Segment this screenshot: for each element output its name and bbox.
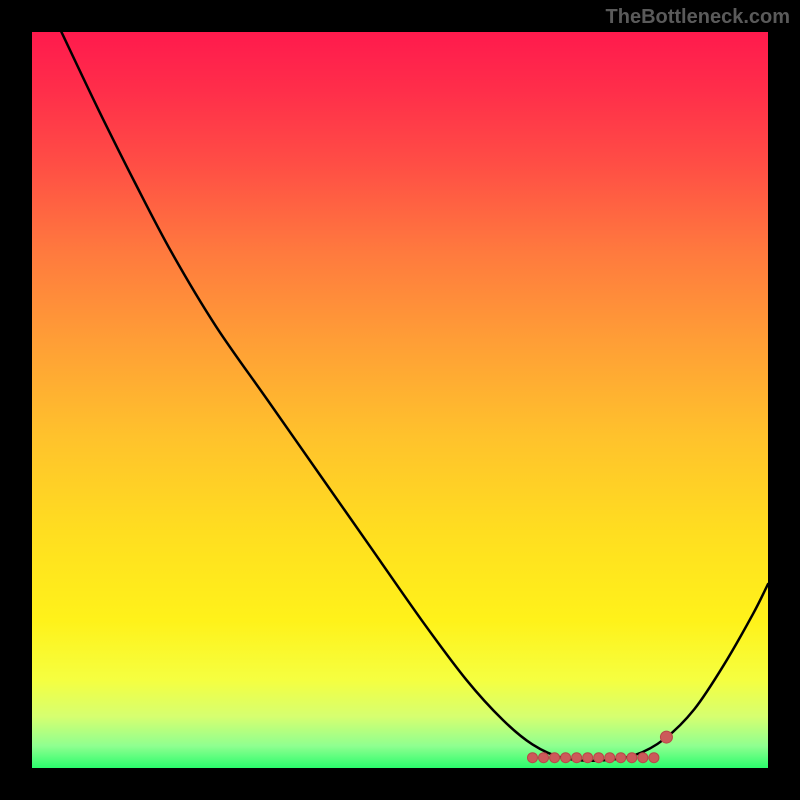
plot-area: [32, 32, 768, 768]
gradient-background: [32, 32, 768, 768]
chart-container: TheBottleneck.com: [0, 0, 800, 800]
attribution-text: TheBottleneck.com: [606, 6, 790, 29]
